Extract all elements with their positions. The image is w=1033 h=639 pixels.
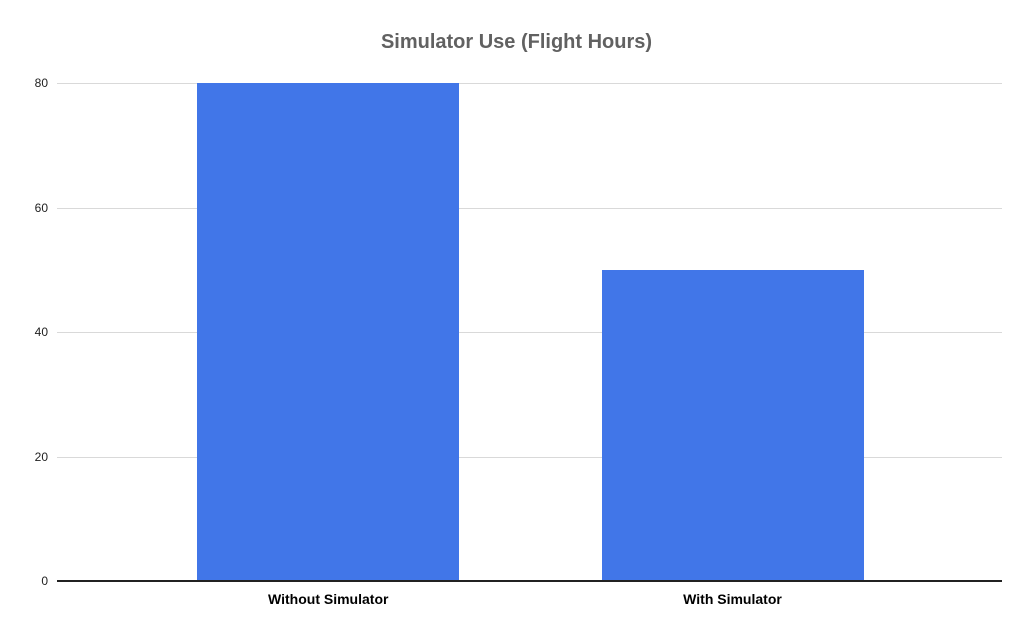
category-label: With Simulator (683, 591, 782, 607)
y-gridline (57, 83, 1002, 84)
plot-area (57, 83, 1002, 582)
y-tick-label: 20 (34, 449, 48, 464)
y-tick-label: 40 (34, 325, 48, 339)
bar-series-0 (197, 83, 460, 580)
y-gridline (57, 456, 1002, 458)
bar-series-1 (601, 269, 864, 580)
y-gridline (57, 207, 1002, 209)
x-axis-baseline (57, 580, 1002, 582)
y-gridline (57, 332, 1002, 333)
y-tick-label: 80 (34, 76, 48, 90)
category-label: Without Simulator (268, 591, 389, 607)
chart-title: Simulator Use (Flight Hours) (380, 31, 653, 53)
y-tick-label: 0 (41, 574, 48, 588)
y-tick-label: 60 (34, 200, 48, 215)
